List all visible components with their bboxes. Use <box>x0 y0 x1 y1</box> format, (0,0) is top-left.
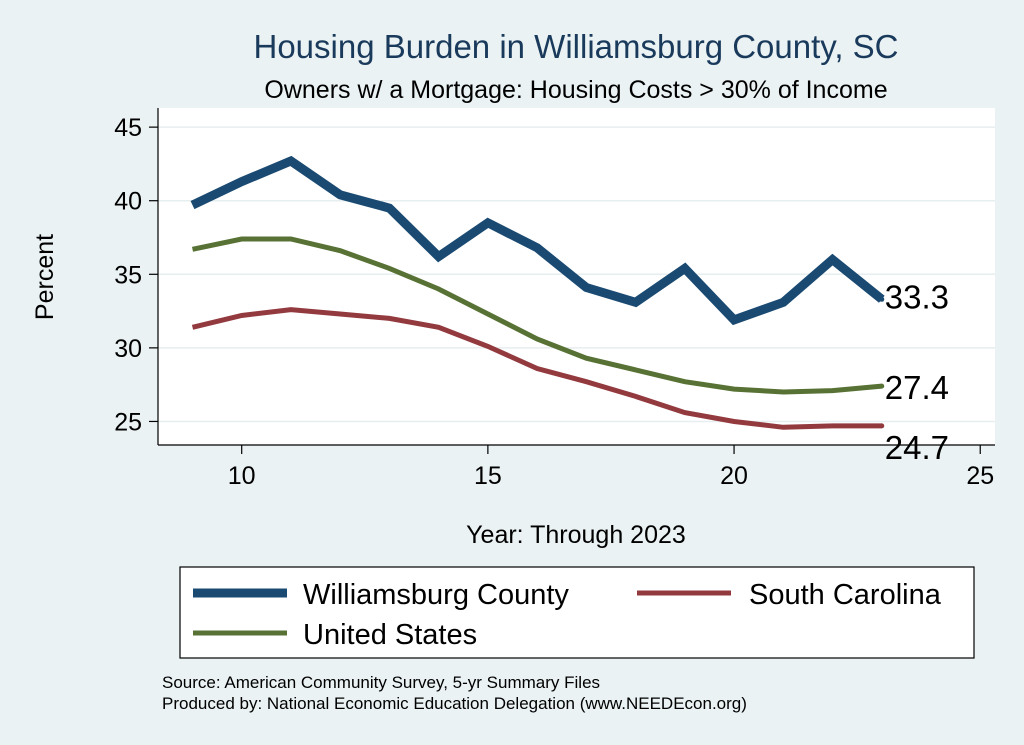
end-label-williamsburg-county: 33.3 <box>885 278 949 315</box>
source-note: Source: American Community Survey, 5-yr … <box>162 673 600 692</box>
chart-subtitle: Owners w/ a Mortgage: Housing Costs > 30… <box>264 76 887 104</box>
end-point-williamsburg-county <box>879 296 885 302</box>
series-line-united-states <box>191 236 883 395</box>
series-lines <box>190 155 885 430</box>
end-point-south-carolina <box>879 423 885 429</box>
ticks: 25 30 35 40 45 10 15 20 25 <box>114 114 994 490</box>
legend-label-united-states: United States <box>303 619 477 651</box>
produced-by-note: Produced by: National Economic Education… <box>162 694 747 713</box>
series-line-south-carolina <box>191 307 882 430</box>
x-tick-label-20: 20 <box>720 462 748 490</box>
end-label-united-states: 27.4 <box>885 369 949 406</box>
chart-title: Housing Burden in Williamsburg County, S… <box>254 28 899 65</box>
end-label-south-carolina: 24.7 <box>885 429 949 466</box>
x-tick-label-15: 15 <box>474 462 502 490</box>
y-tick-label-35: 35 <box>114 261 142 289</box>
end-labels: 33.3 24.7 27.4 <box>885 278 949 466</box>
legend: Williamsburg County South Carolina Unite… <box>179 566 975 659</box>
x-axis-label: Year: Through 2023 <box>466 521 686 549</box>
legend-label-south-carolina: South Carolina <box>749 579 942 611</box>
end-point-united-states <box>879 383 885 389</box>
y-tick-label-30: 30 <box>114 335 142 363</box>
legend-label-williamsburg: Williamsburg County <box>303 579 569 611</box>
x-tick-label-10: 10 <box>228 462 256 490</box>
y-tick-label-45: 45 <box>114 114 142 142</box>
x-tick-label-25: 25 <box>966 462 994 490</box>
y-tick-label-25: 25 <box>114 408 142 436</box>
series-line-williamsburg-county <box>190 155 885 326</box>
legend-box <box>179 566 975 659</box>
y-tick-label-40: 40 <box>114 188 142 216</box>
y-axis-label: Percent <box>31 234 59 320</box>
